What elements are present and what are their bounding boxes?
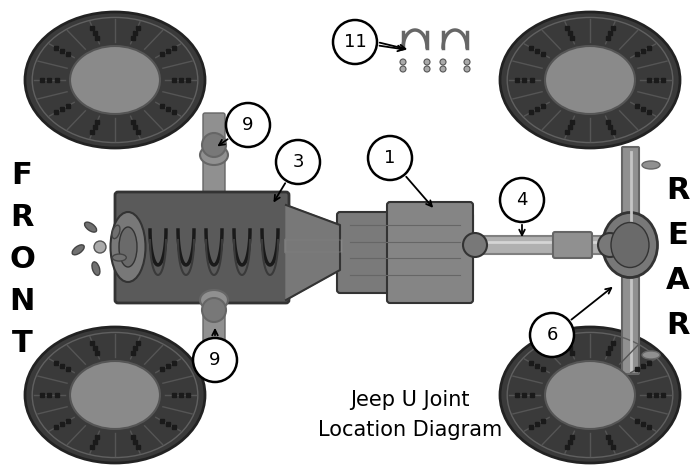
Text: Jeep U Joint: Jeep U Joint (350, 390, 470, 410)
Ellipse shape (70, 46, 160, 114)
Ellipse shape (611, 222, 649, 268)
Text: E: E (668, 220, 688, 249)
Circle shape (276, 140, 320, 184)
Circle shape (500, 178, 544, 222)
Ellipse shape (25, 12, 205, 148)
Ellipse shape (545, 361, 635, 429)
Ellipse shape (70, 361, 160, 429)
Ellipse shape (200, 290, 228, 310)
Text: R: R (666, 310, 690, 340)
Text: A: A (666, 265, 690, 295)
FancyBboxPatch shape (553, 232, 592, 258)
Ellipse shape (85, 222, 97, 232)
Text: O: O (9, 245, 35, 273)
Text: 3: 3 (293, 153, 304, 171)
Ellipse shape (112, 225, 120, 239)
Ellipse shape (500, 327, 680, 463)
Ellipse shape (72, 245, 84, 255)
Text: 6: 6 (546, 326, 558, 344)
Circle shape (464, 66, 470, 72)
Circle shape (440, 66, 446, 72)
Text: F: F (12, 160, 32, 190)
Text: Location Diagram: Location Diagram (318, 420, 502, 440)
Circle shape (400, 66, 406, 72)
Text: R: R (666, 175, 690, 204)
Circle shape (94, 241, 106, 253)
Circle shape (226, 103, 270, 147)
Circle shape (598, 233, 622, 257)
FancyBboxPatch shape (203, 113, 225, 217)
FancyBboxPatch shape (622, 147, 639, 246)
Polygon shape (286, 205, 340, 300)
Text: R: R (10, 202, 34, 231)
FancyBboxPatch shape (468, 236, 617, 254)
Text: 11: 11 (344, 33, 366, 51)
Circle shape (202, 298, 226, 322)
Ellipse shape (545, 46, 635, 114)
Ellipse shape (119, 227, 137, 267)
Ellipse shape (25, 327, 205, 463)
Circle shape (424, 66, 430, 72)
Text: 9: 9 (242, 116, 253, 134)
FancyBboxPatch shape (203, 283, 225, 367)
Circle shape (424, 59, 430, 65)
Circle shape (202, 133, 226, 157)
FancyBboxPatch shape (285, 239, 342, 253)
Text: T: T (12, 329, 32, 358)
Circle shape (463, 233, 487, 257)
Ellipse shape (500, 12, 680, 148)
Circle shape (333, 20, 377, 64)
FancyBboxPatch shape (337, 212, 473, 293)
Circle shape (193, 338, 237, 382)
Ellipse shape (200, 145, 228, 165)
Ellipse shape (111, 212, 146, 282)
Ellipse shape (642, 161, 660, 169)
Circle shape (440, 59, 446, 65)
Ellipse shape (603, 212, 657, 278)
Text: N: N (9, 287, 35, 315)
FancyBboxPatch shape (387, 202, 473, 303)
Ellipse shape (642, 351, 660, 359)
Circle shape (530, 313, 574, 357)
Circle shape (464, 59, 470, 65)
Text: 4: 4 (517, 191, 528, 209)
FancyBboxPatch shape (622, 277, 639, 374)
Ellipse shape (112, 254, 126, 261)
Text: 9: 9 (209, 351, 220, 369)
Ellipse shape (92, 262, 100, 275)
Text: 1: 1 (384, 149, 395, 167)
Circle shape (400, 59, 406, 65)
Circle shape (368, 136, 412, 180)
FancyBboxPatch shape (115, 192, 289, 303)
